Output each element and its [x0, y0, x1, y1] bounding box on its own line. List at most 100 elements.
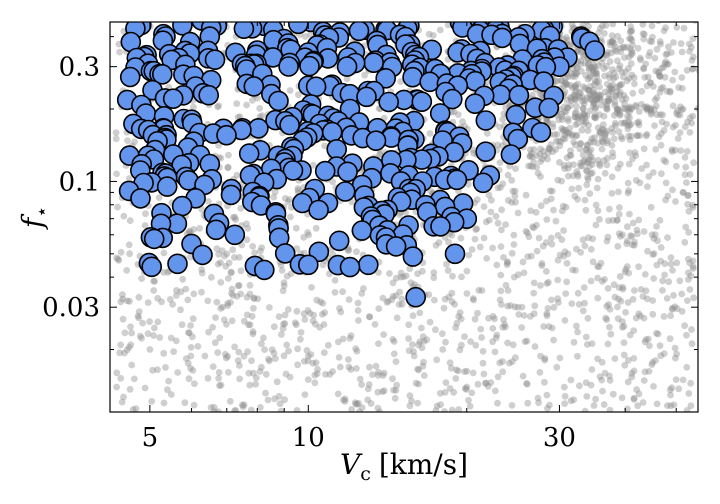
- background-point: [606, 13, 613, 20]
- background-point: [558, 110, 566, 118]
- background-point: [663, 295, 671, 302]
- background-point: [416, 309, 424, 317]
- background-point: [589, 157, 596, 165]
- background-point: [226, 397, 234, 405]
- background-point: [452, 324, 460, 331]
- background-point: [681, 322, 688, 330]
- background-point: [649, 169, 657, 176]
- background-point: [523, 380, 531, 388]
- background-point: [570, 91, 578, 98]
- background-point: [609, 153, 617, 161]
- background-point: [470, 149, 477, 157]
- background-point: [658, 118, 666, 126]
- background-point: [414, 365, 421, 373]
- background-point: [126, 250, 133, 258]
- background-point: [618, 96, 626, 103]
- background-point: [547, 195, 555, 203]
- background-point: [351, 399, 359, 406]
- background-point: [671, 68, 679, 76]
- background-point: [593, 96, 600, 104]
- background-point: [312, 359, 320, 367]
- background-point: [257, 247, 264, 255]
- background-point: [630, 367, 638, 375]
- background-point: [562, 129, 570, 136]
- background-point: [571, 69, 579, 77]
- background-point: [684, 200, 691, 208]
- background-point: [459, 118, 466, 125]
- background-point: [564, 73, 572, 81]
- background-point: [564, 172, 572, 180]
- background-point: [587, 381, 595, 389]
- background-point: [579, 105, 587, 113]
- background-point: [293, 245, 301, 252]
- background-point: [618, 394, 626, 402]
- background-point: [565, 130, 573, 137]
- background-point: [628, 369, 636, 377]
- background-point: [462, 385, 470, 393]
- background-point: [219, 303, 226, 311]
- background-point: [666, 87, 674, 95]
- background-point: [486, 11, 493, 18]
- background-point: [448, 232, 456, 239]
- background-point: [324, 341, 332, 349]
- background-point: [606, 58, 614, 65]
- background-point: [688, 65, 696, 73]
- background-point: [537, 173, 544, 181]
- background-point: [629, 295, 637, 303]
- background-point: [669, 123, 677, 131]
- background-point: [659, 111, 666, 119]
- background-point: [672, 121, 679, 129]
- background-point: [354, 299, 362, 307]
- background-point: [548, 296, 555, 304]
- background-point: [318, 311, 326, 318]
- background-point: [425, 30, 433, 38]
- background-point: [160, 269, 168, 276]
- background-point: [188, 333, 196, 341]
- background-point: [341, 395, 349, 403]
- background-point: [598, 138, 606, 145]
- background-point: [558, 125, 566, 132]
- background-point: [190, 226, 198, 233]
- background-point: [586, 107, 594, 115]
- background-point: [227, 268, 235, 276]
- background-point: [479, 347, 487, 355]
- background-point: [603, 51, 611, 59]
- background-point: [608, 32, 616, 39]
- background-point: [587, 277, 595, 285]
- background-point: [441, 408, 448, 412]
- highlighted-point: [385, 236, 407, 257]
- background-point: [587, 170, 595, 178]
- background-point: [648, 38, 656, 45]
- background-point: [576, 382, 583, 390]
- background-point: [656, 342, 664, 350]
- background-point: [627, 60, 635, 68]
- background-point: [611, 46, 618, 54]
- background-point: [508, 176, 516, 184]
- background-point: [683, 148, 691, 155]
- background-point: [579, 98, 586, 105]
- background-point: [638, 165, 646, 173]
- background-point: [499, 116, 507, 123]
- background-point: [487, 208, 495, 216]
- background-point: [603, 105, 610, 112]
- background-point: [144, 330, 152, 338]
- background-point: [577, 60, 585, 68]
- background-point: [214, 408, 222, 412]
- background-point: [620, 322, 628, 330]
- background-point: [631, 80, 638, 88]
- background-point: [262, 389, 269, 397]
- background-point: [621, 54, 628, 61]
- background-point: [689, 204, 697, 211]
- background-point: [144, 299, 152, 306]
- background-point: [569, 84, 576, 91]
- background-point: [389, 293, 397, 300]
- background-point: [329, 368, 336, 375]
- highlighted-point: [141, 256, 162, 278]
- background-point: [364, 385, 372, 393]
- background-point: [564, 36, 571, 44]
- background-point: [543, 312, 551, 320]
- background-point: [638, 100, 645, 108]
- background-point: [580, 158, 587, 165]
- background-point: [555, 299, 562, 306]
